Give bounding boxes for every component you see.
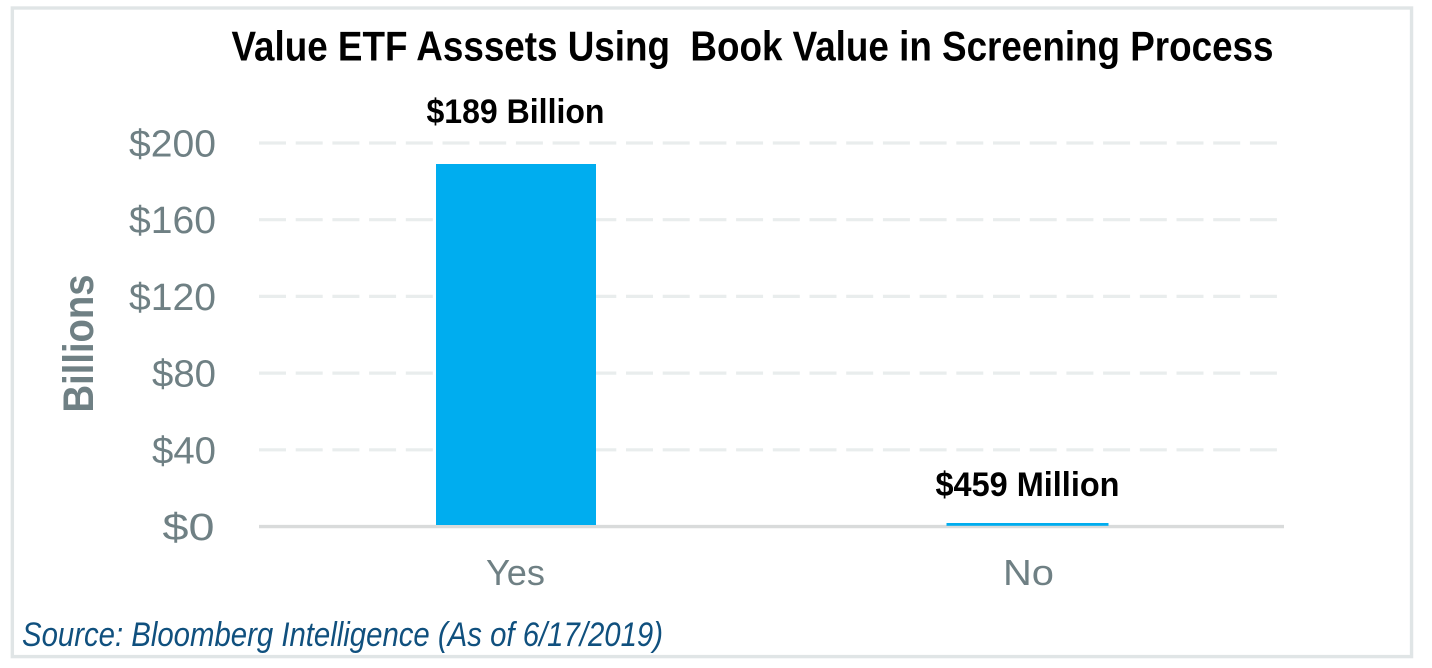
svg-text:$160: $160 [129,200,216,242]
svg-text:$200: $200 [129,124,216,166]
svg-text:$80: $80 [152,354,216,396]
svg-text:$0: $0 [163,507,215,549]
svg-text:Value ETF Asssets Using Book: Value ETF Asssets Using Book Value in Sc… [232,24,1274,70]
svg-text:$40: $40 [152,430,216,472]
svg-text:$120: $120 [129,277,216,319]
svg-text:Yes: Yes [486,552,545,593]
svg-text:$459 Million: $459 Million [936,466,1120,504]
svg-text:$189 Billion: $189 Billion [427,93,605,131]
svg-text:No: No [1003,552,1054,593]
svg-text:Billions: Billions [55,275,103,413]
svg-text:Source: Bloomberg Intelligence: Source: Bloomberg Intelligence (As of 6/… [22,616,663,654]
